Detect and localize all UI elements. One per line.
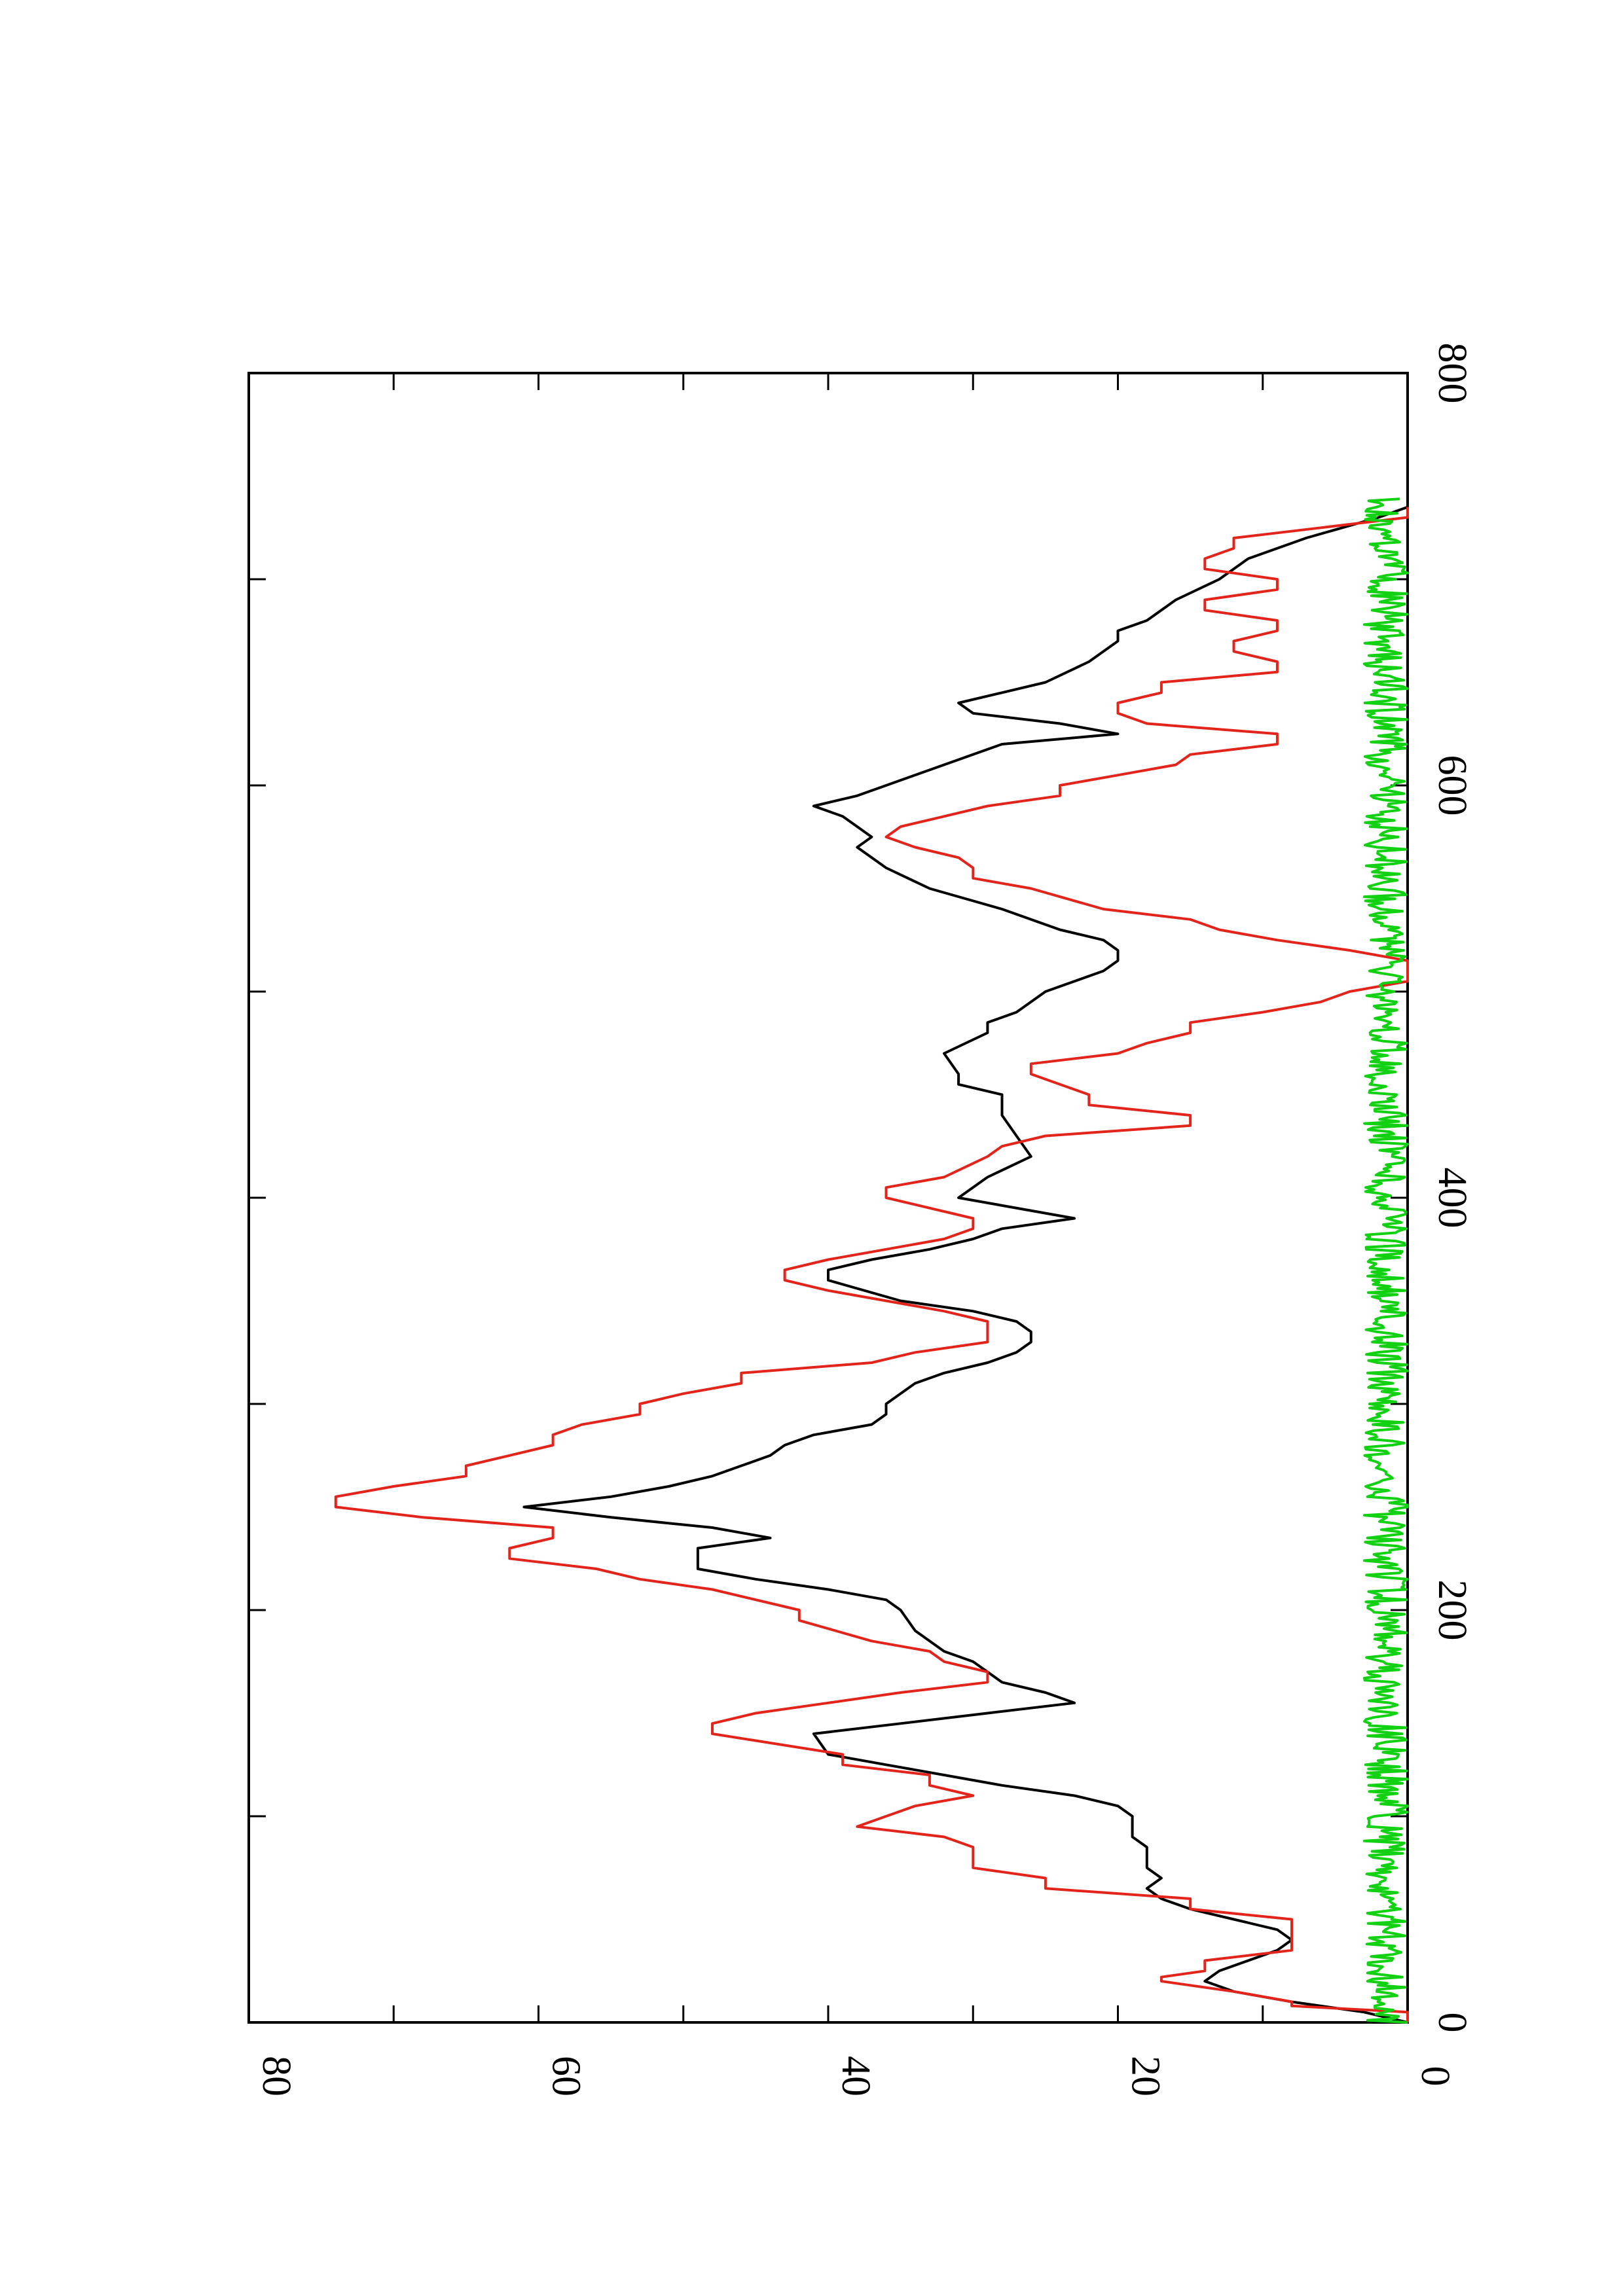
x-tick-label: 0 <box>1430 2013 1474 2033</box>
y-tick-label: 40 <box>833 2056 878 2096</box>
y-tick-label: 60 <box>544 2056 589 2096</box>
series-line-2 <box>334 507 1409 2022</box>
x-tick-label: 200 <box>1430 1580 1474 1641</box>
y-tick-label: 0 <box>1413 2066 1457 2087</box>
y-tick-label: 20 <box>1123 2056 1168 2096</box>
series-line-3 <box>1362 497 1409 2024</box>
x-tick-label: 600 <box>1430 755 1474 816</box>
plot-area: 0 200 400 600 800 0 20 40 60 80 <box>247 343 1474 2096</box>
plot-frame <box>247 372 1409 2024</box>
x-tick-label: 400 <box>1430 1168 1474 1229</box>
y-tick-label: 80 <box>254 2056 299 2096</box>
series-line-1 <box>522 505 1408 2024</box>
x-tick-label: 800 <box>1430 343 1474 404</box>
